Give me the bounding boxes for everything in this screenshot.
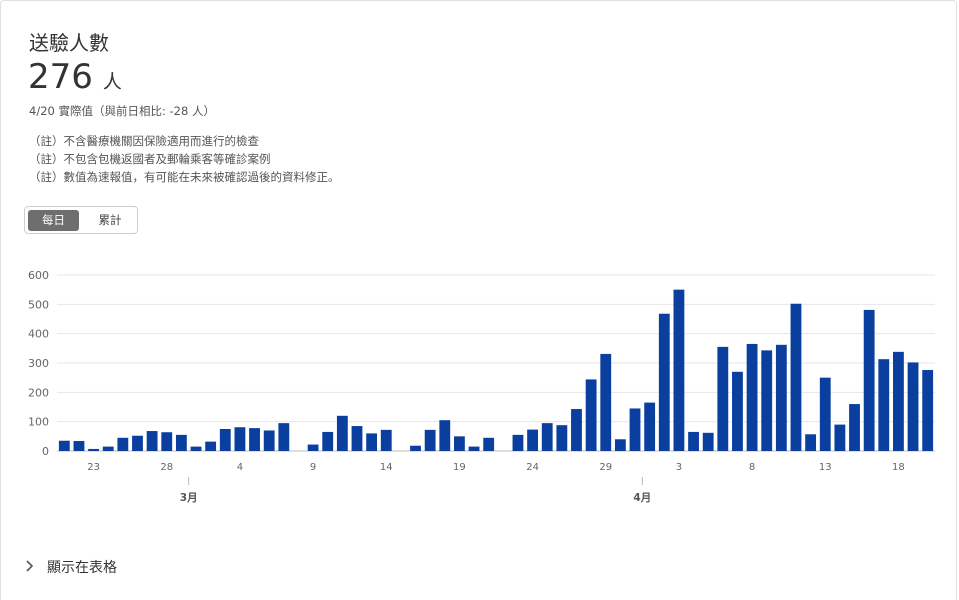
bar: [907, 362, 919, 451]
bar: [102, 446, 114, 451]
bar: [366, 433, 378, 451]
x-tick-label: 23: [87, 462, 100, 473]
bar: [439, 420, 451, 451]
bar: [219, 429, 231, 451]
bar: [527, 429, 538, 451]
note-item: （註）數值為速報值，有可能在未來被確認過後的資料修正。: [29, 170, 340, 184]
bar: [878, 359, 890, 451]
bar: [819, 377, 831, 451]
bar: [307, 444, 319, 451]
show-table-toggle[interactable]: 顯示在表格: [25, 557, 117, 577]
bar: [351, 426, 363, 451]
y-tick-label: 400: [28, 328, 49, 341]
bar: [117, 437, 129, 451]
page-title: 送驗人數: [29, 31, 109, 55]
bar: [600, 353, 612, 451]
headline-unit: 人: [102, 71, 122, 93]
bar: [863, 309, 875, 451]
bar: [614, 439, 626, 451]
bar: [424, 429, 436, 451]
bar: [571, 409, 582, 451]
bar: [717, 346, 729, 451]
bar: [585, 379, 597, 451]
notes: （註）不含醫療機關因保險適用而進行的檢查 （註）不包含包機返國者及郵輪乘客等確診…: [29, 132, 340, 186]
y-tick-label: 100: [28, 416, 49, 429]
bar: [644, 402, 656, 451]
bar: [322, 431, 334, 451]
headline-number: 276: [28, 57, 93, 97]
y-tick-label: 0: [42, 445, 49, 458]
bar: [688, 431, 699, 451]
bar: [249, 428, 260, 451]
x-tick-label: 28: [160, 462, 173, 473]
bar: [512, 434, 524, 451]
toggle-cumulative-button[interactable]: 累計: [98, 213, 122, 227]
chevron-right-icon: [25, 560, 39, 576]
x-tick-label: 4: [237, 462, 243, 473]
y-tick-label: 600: [28, 269, 49, 282]
y-tick-label: 200: [28, 386, 49, 399]
bar: [790, 303, 802, 451]
bar: [541, 423, 553, 451]
bar: [380, 429, 392, 451]
x-tick-label: 9: [310, 462, 316, 473]
bar: [922, 370, 934, 451]
x-tick-label: 3: [676, 462, 682, 473]
bar: [263, 430, 275, 451]
bar: [629, 408, 641, 451]
headline-value: 276 人: [28, 57, 122, 97]
show-table-label: 顯示在表格: [47, 560, 117, 576]
comparison-text: 4/20 實際值（與前日相比: -28 人）: [29, 104, 215, 118]
bar: [673, 289, 685, 451]
month-label: 4月: [633, 492, 651, 504]
bar: [161, 432, 173, 451]
bar: [483, 437, 495, 451]
bar: [761, 350, 773, 451]
month-label: 3月: [180, 492, 198, 504]
view-toggle: 每日 累計: [24, 206, 138, 234]
bar: [73, 441, 85, 451]
bar: [834, 424, 846, 451]
note-item: （註）不含醫療機關因保險適用而進行的檢查: [29, 134, 259, 148]
bar: [454, 436, 465, 451]
bar: [175, 434, 187, 451]
bar: [702, 432, 714, 451]
bar: [468, 446, 480, 451]
bar-chart: 0 100 200 300 400 500 600 23 28 4 9 14 19 24 29 3 8 13 18 3…: [28, 269, 935, 504]
x-tick-label: 24: [526, 462, 539, 473]
bar: [658, 313, 670, 451]
y-tick-label: 500: [28, 298, 49, 311]
bar: [132, 435, 143, 451]
x-tick-label: 18: [892, 462, 905, 473]
bar: [556, 425, 568, 451]
bar: [278, 423, 290, 451]
bar: [805, 434, 817, 451]
x-tick-label: 19: [453, 462, 466, 473]
bar: [234, 427, 246, 451]
bar: [58, 440, 70, 451]
bar: [88, 448, 99, 451]
bar: [146, 431, 158, 451]
bar: [746, 343, 758, 451]
bar: [775, 344, 787, 451]
bar: [893, 351, 904, 451]
bar: [205, 441, 217, 451]
toggle-daily-button[interactable]: 每日: [28, 210, 79, 231]
x-tick-label: 8: [749, 462, 755, 473]
y-tick-label: 300: [28, 357, 49, 370]
bar: [336, 415, 348, 451]
x-tick-label: 13: [819, 462, 832, 473]
note-item: （註）不包含包機返國者及郵輪乘客等確診案例: [29, 152, 271, 166]
x-tick-label: 14: [380, 462, 393, 473]
bar: [849, 404, 860, 451]
bar: [190, 446, 202, 451]
bar: [732, 371, 743, 451]
bar: [410, 445, 421, 451]
x-tick-label: 29: [599, 462, 612, 473]
